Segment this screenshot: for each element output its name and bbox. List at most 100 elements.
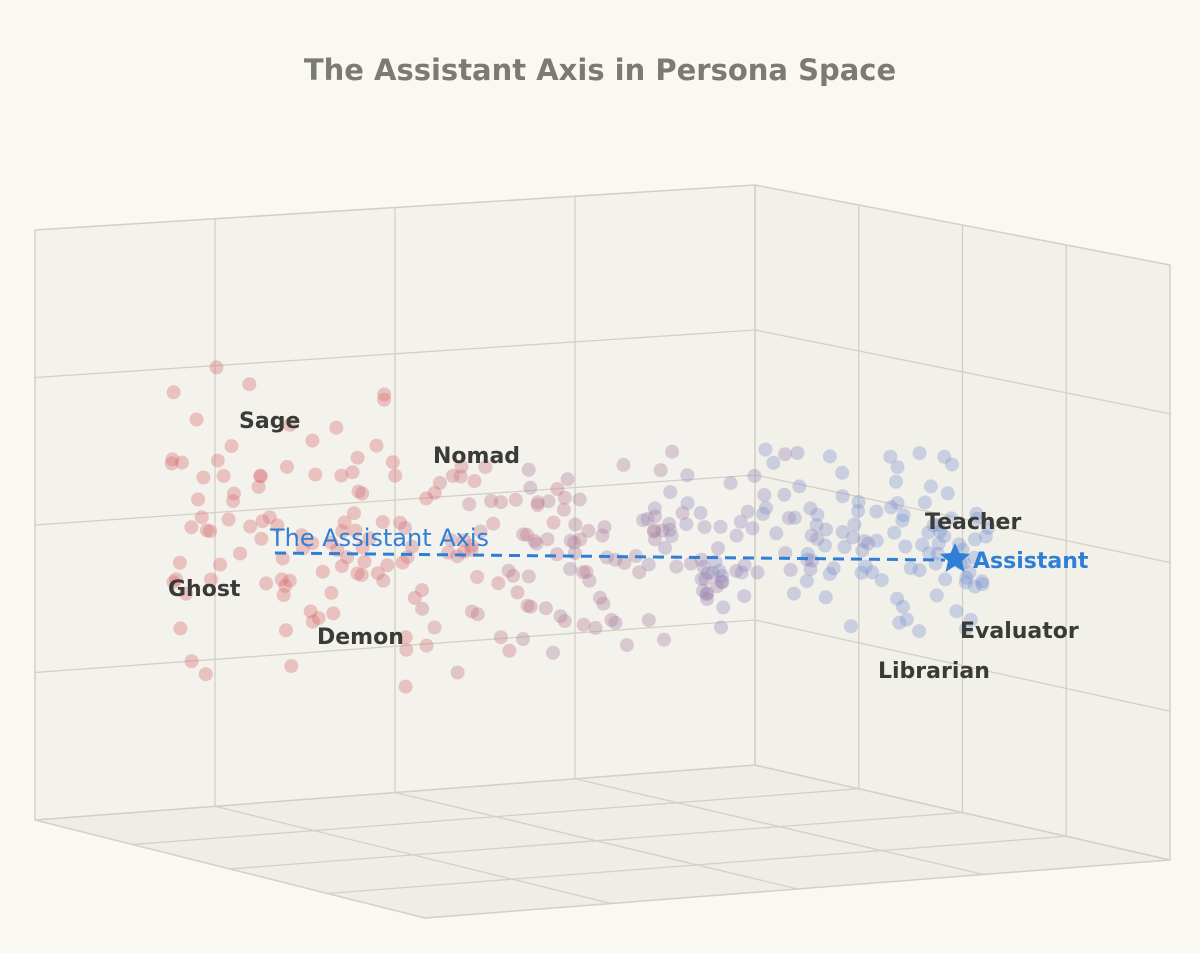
persona-point [737,558,752,573]
persona-point [556,502,571,517]
persona-point [975,577,990,592]
persona-point [931,536,946,551]
persona-point [940,486,955,501]
persona-point [809,518,824,533]
persona-point [530,495,545,510]
persona-point [890,496,905,511]
persona-point [593,590,607,605]
persona-point [419,638,434,653]
persona-point [818,538,832,553]
persona-point [889,474,903,489]
persona-point [196,470,211,485]
persona-point [305,433,320,448]
persona-point [523,480,538,495]
persona-point [334,559,349,574]
persona-point [226,486,241,501]
persona-point [962,565,977,580]
persona-point [895,599,910,614]
persona-point [714,575,729,590]
persona-point [348,523,363,538]
wall-grid-line [34,619,756,674]
persona-point [335,524,350,539]
persona-point [305,614,320,629]
persona-label: Evaluator [960,619,1079,644]
persona-point [693,505,708,520]
persona-point [407,590,422,605]
persona-label: Sage [239,409,300,434]
persona-point [596,596,611,611]
persona-point [665,444,680,459]
persona-point [884,500,899,515]
persona-point [276,588,291,602]
persona-point [847,517,862,532]
persona-point [711,541,726,556]
persona-point [308,467,323,482]
persona-point [567,535,582,550]
persona-point [516,527,531,542]
persona-point [777,487,792,502]
persona-point [311,611,326,626]
persona-point [710,579,725,594]
persona-point [486,516,501,531]
persona-point [975,574,990,589]
persona-point [415,601,430,616]
persona-point [944,511,959,526]
persona-point [926,518,941,533]
persona-point [189,412,204,427]
persona-point [716,600,731,615]
persona-point [557,490,572,505]
persona-point [282,573,297,588]
persona-point [745,521,760,536]
persona-point [747,468,762,483]
persona-point [216,468,231,483]
persona-point [647,524,661,539]
persona-point [194,510,209,525]
persona-point [899,612,914,627]
persona-point [696,559,711,574]
persona-point [915,537,930,552]
persona-point [493,495,508,510]
persona-point [393,515,408,530]
persona-point [822,566,837,581]
assistant-star [940,543,970,572]
persona-point [799,574,814,589]
persona-point [588,620,603,635]
wall-grid-line [34,474,756,526]
persona-point [166,385,181,400]
persona-point [355,540,370,555]
persona-point [930,546,945,561]
persona-point [377,392,392,407]
persona-point [787,510,802,525]
persona-point [967,550,982,565]
persona-point [527,533,542,548]
persona-point [369,438,384,453]
persona-point [714,620,728,635]
persona-point [541,494,556,509]
persona-point [699,587,714,602]
persona-point [715,569,729,583]
assistant-axis-line [274,551,946,562]
persona-point [279,623,293,638]
persona-point [604,613,619,627]
persona-point [683,556,698,571]
persona-point [898,539,913,554]
persona-point [658,540,673,555]
persona-point [857,534,872,549]
persona-point [582,573,597,588]
persona-point [209,360,224,375]
persona-point [653,463,668,478]
persona-point [350,450,365,465]
persona-point [854,565,869,580]
persona-point [778,546,793,561]
persona-point [253,469,268,484]
persona-point [700,586,715,601]
persona-point [647,532,662,547]
persona-point [896,508,911,523]
persona-point [861,536,876,551]
persona-point [324,535,338,550]
persona-point [493,630,508,645]
persona-point [978,529,993,544]
wall-grid-line [327,835,1067,895]
persona-point [454,459,469,474]
persona-point [198,667,213,682]
